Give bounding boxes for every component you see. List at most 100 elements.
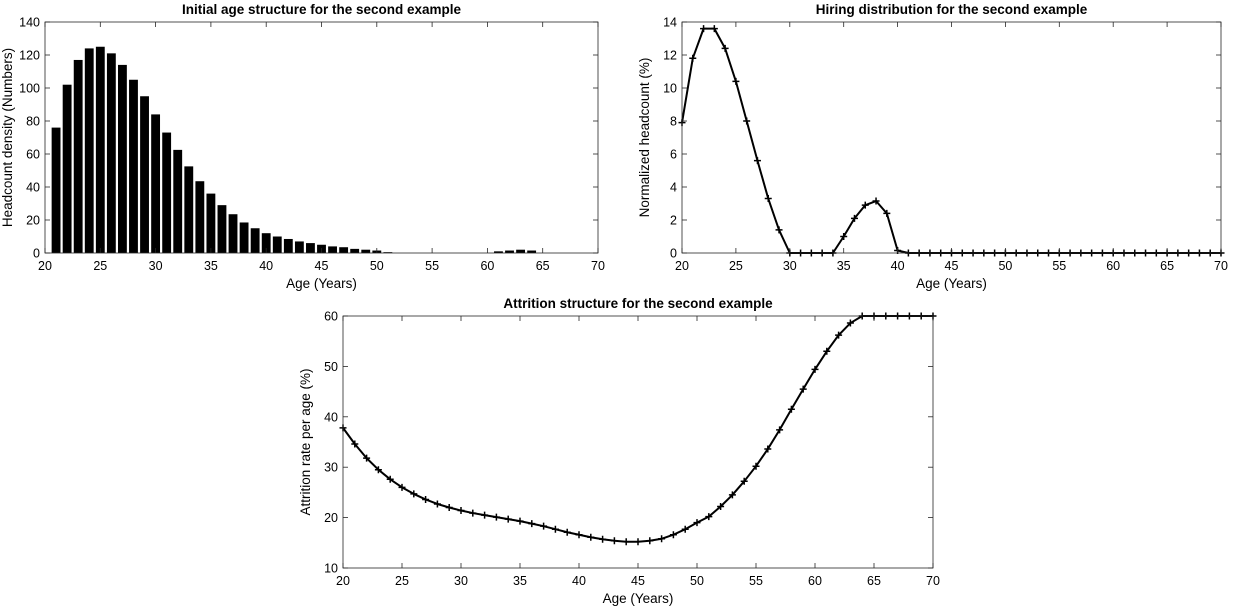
attrition-data-point <box>469 509 477 517</box>
attrition-x-tick-label: 65 <box>867 574 881 588</box>
attrition-x-tick-label: 50 <box>690 574 704 588</box>
age-structure-x-axis-label: Age (Years) <box>286 276 357 291</box>
hiring-x-tick-label: 65 <box>1160 259 1174 273</box>
attrition-data-point <box>646 537 654 545</box>
attrition-data-point <box>398 483 406 491</box>
age-structure-chart: Initial age structure for the second exa… <box>0 2 605 291</box>
age-structure-bar <box>272 236 282 253</box>
attrition-axes-box <box>342 315 934 569</box>
hiring-title: Hiring distribution for the second examp… <box>816 2 1088 17</box>
hiring-data-point <box>883 209 891 217</box>
age-structure-title: Initial age structure for the second exa… <box>182 2 462 17</box>
hiring-x-tick-label: 60 <box>1106 259 1120 273</box>
attrition-data-point <box>516 517 524 525</box>
age-structure-bar <box>527 250 537 253</box>
hiring-x-tick-label: 70 <box>1214 259 1228 273</box>
attrition-y-tick-label: 40 <box>324 410 338 424</box>
hiring-y-tick-label: 8 <box>670 115 677 129</box>
age-structure-y-tick-label: 80 <box>26 115 40 129</box>
age-structure-bar <box>494 251 503 253</box>
age-structure-bar <box>294 241 304 253</box>
attrition-x-axis-label: Age (Years) <box>603 591 674 606</box>
hiring-x-tick-label: 40 <box>891 259 905 273</box>
attrition-data-point <box>693 519 701 527</box>
age-structure-bar <box>361 249 371 253</box>
age-structure-x-tick-label: 65 <box>536 259 550 273</box>
attrition-data-point <box>599 535 607 543</box>
hiring-y-tick-label: 14 <box>663 16 677 30</box>
hiring-y-tick-label: 0 <box>670 247 677 261</box>
hiring-y-tick-label: 2 <box>670 214 677 228</box>
age-structure-x-tick-label: 30 <box>149 259 163 273</box>
age-structure-x-tick-label: 35 <box>204 259 218 273</box>
hiring-data-point <box>861 201 869 209</box>
attrition-data-point <box>575 531 583 539</box>
attrition-x-tick-label: 55 <box>749 574 763 588</box>
attrition-x-tick-label: 60 <box>808 574 822 588</box>
age-structure-bar <box>117 64 127 254</box>
hiring-x-tick-label: 55 <box>1052 259 1066 273</box>
hiring-data-point <box>840 233 848 240</box>
age-structure-x-tick-label: 70 <box>591 259 605 273</box>
hiring-x-tick-label: 45 <box>945 259 959 273</box>
age-structure-bar <box>140 96 149 253</box>
attrition-data-point <box>823 347 831 355</box>
attrition-data-point <box>433 500 441 508</box>
attrition-y-tick-label: 10 <box>324 562 338 576</box>
age-structure-bar <box>328 246 337 253</box>
attrition-x-tick-label: 70 <box>926 574 940 588</box>
age-structure-bar <box>206 193 216 253</box>
attrition-series-line <box>342 315 933 543</box>
age-structure-bar <box>129 79 138 253</box>
age-structure-x-tick-label: 40 <box>259 259 273 273</box>
age-structure-bar <box>217 205 227 253</box>
attrition-x-tick-label: 45 <box>631 574 645 588</box>
age-structure-bar <box>339 247 349 253</box>
age-structure-bar <box>505 250 514 253</box>
age-structure-x-tick-label: 45 <box>315 259 329 273</box>
hiring-x-tick-label: 50 <box>998 259 1012 273</box>
hiring-data-point <box>850 214 858 222</box>
attrition-title: Attrition structure for the second examp… <box>503 296 773 311</box>
attrition-data-point <box>728 491 736 499</box>
attrition-y-tick-label: 60 <box>324 310 338 324</box>
hiring-y-tick-label: 6 <box>670 148 677 162</box>
age-structure-bar <box>228 214 238 253</box>
age-structure-y-tick-label: 140 <box>19 16 40 30</box>
age-structure-bar <box>250 228 260 253</box>
age-structure-bar <box>62 84 72 253</box>
attrition-data-point <box>540 522 548 530</box>
hiring-data-point <box>743 117 751 125</box>
age-structure-bar <box>195 181 205 253</box>
attrition-x-tick-label: 20 <box>336 574 350 588</box>
hiring-data-point <box>872 197 880 205</box>
age-structure-bar <box>162 132 172 253</box>
attrition-data-point <box>410 490 418 498</box>
hiring-distribution-chart: Hiring distribution for the second examp… <box>637 2 1228 291</box>
attrition-data-point <box>351 440 359 448</box>
hiring-x-tick-label: 35 <box>837 259 851 273</box>
attrition-data-point <box>634 538 642 546</box>
attrition-data-point <box>622 538 630 546</box>
age-structure-y-axis-label: Headcount density (Numbers) <box>0 48 15 227</box>
attrition-y-tick-label: 20 <box>324 511 338 525</box>
attrition-data-point <box>445 504 453 512</box>
age-structure-y-tick-label: 40 <box>26 181 40 195</box>
attrition-data-point <box>846 319 854 327</box>
age-structure-y-tick-label: 60 <box>26 148 40 162</box>
attrition-data-point <box>563 528 571 536</box>
age-structure-bar <box>184 166 194 253</box>
age-structure-x-tick-label: 55 <box>425 259 439 273</box>
attrition-data-point <box>363 454 371 462</box>
attrition-data-point <box>681 525 689 533</box>
hiring-data-point <box>710 25 718 33</box>
age-structure-x-tick-label: 25 <box>93 259 107 273</box>
hiring-data-point <box>753 157 761 165</box>
attrition-data-point <box>764 445 772 453</box>
age-structure-bar <box>283 238 293 253</box>
attrition-data-point <box>457 507 465 515</box>
age-structure-axes-box <box>44 21 599 254</box>
hiring-x-tick-label: 30 <box>783 259 797 273</box>
hiring-data-point <box>732 77 740 85</box>
hiring-x-axis-label: Age (Years) <box>916 276 987 291</box>
